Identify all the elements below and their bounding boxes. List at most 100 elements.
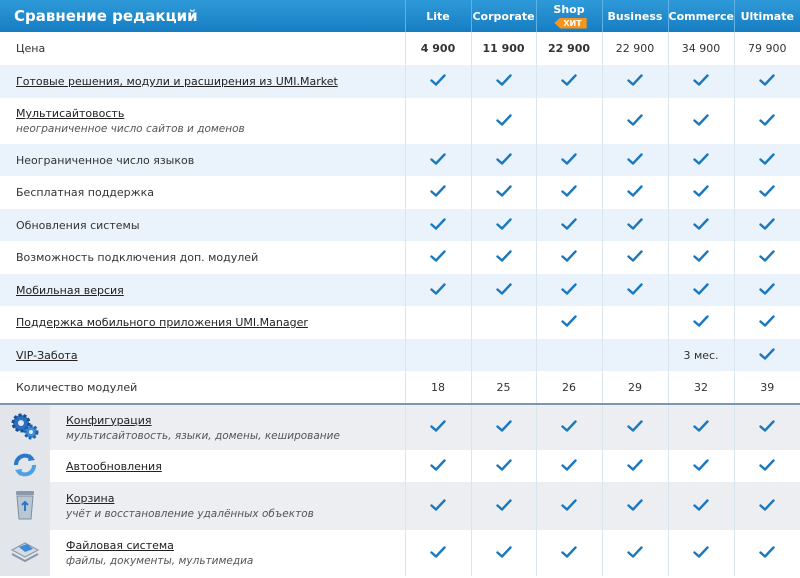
value-cell <box>535 339 603 371</box>
value-cell <box>733 65 800 98</box>
feature-label[interactable]: Поддержка мобильного приложения UMI.Mana… <box>16 316 308 329</box>
value-cell <box>601 65 669 98</box>
check-icon <box>759 74 775 86</box>
cell-text: 18 <box>431 380 446 394</box>
check-icon <box>430 217 446 230</box>
feature-row: Поддержка мобильного приложения UMI.Mana… <box>0 306 800 339</box>
value-cell <box>470 98 537 144</box>
value-cell <box>535 65 603 98</box>
check-icon <box>430 185 446 197</box>
module-label[interactable]: Файловая система <box>66 539 174 552</box>
check-icon <box>495 152 512 165</box>
value-cell <box>601 274 669 306</box>
check-icon <box>561 315 577 327</box>
feature-label: Возможность подключения доп. модулей <box>16 251 259 264</box>
check-icon <box>627 250 643 262</box>
check-icon <box>627 420 643 432</box>
value-cell <box>404 403 472 450</box>
value-cell <box>601 450 669 482</box>
feature-label[interactable]: Мультисайтовость <box>16 107 125 120</box>
check-icon <box>495 545 512 558</box>
value-cell <box>404 98 472 144</box>
check-icon <box>693 250 709 262</box>
value-cell <box>667 209 735 241</box>
cell-text: 34 900 <box>681 42 721 55</box>
check-icon <box>759 282 775 295</box>
check-icon <box>495 420 512 432</box>
value-cell <box>733 144 800 176</box>
feature-label-cell: VIP-Забота <box>0 339 406 371</box>
value-cell <box>535 241 603 274</box>
value-cell <box>601 176 669 209</box>
feature-label-cell: Мобильная версия <box>0 274 406 306</box>
module-label[interactable]: Конфигурация <box>66 413 152 427</box>
check-icon <box>430 74 446 86</box>
feature-label-cell: Мультисайтовость неограниченное число сай… <box>0 98 405 144</box>
check-icon <box>627 113 643 126</box>
column-name: Corporate <box>472 9 535 23</box>
feature-row: Возможность подключения доп. модулей <box>0 241 800 274</box>
value-cell <box>601 339 669 371</box>
module-icon <box>0 403 50 450</box>
feature-label: Бесплатная поддержка <box>16 186 154 199</box>
check-icon <box>430 152 446 165</box>
value-cell: 4 900 <box>404 32 472 65</box>
value-cell <box>733 209 800 241</box>
value-cell: 25 <box>470 371 537 404</box>
check-icon <box>495 458 512 471</box>
value-cell: 29 <box>601 371 669 404</box>
module-label-cell: Файловая система файлы, документы, мульти… <box>50 530 405 576</box>
value-cell <box>667 482 735 530</box>
module-note: мультисайтовость, языки, домены, кеширов… <box>66 429 340 442</box>
check-icon <box>693 420 709 432</box>
check-icon <box>561 282 577 295</box>
value-cell <box>733 450 800 482</box>
check-icon <box>561 458 577 471</box>
check-icon <box>759 498 775 511</box>
value-cell <box>535 274 603 306</box>
feature-label[interactable]: Готовые решения, модули и расширения из … <box>16 75 338 88</box>
cell-text: 32 <box>694 380 709 394</box>
feature-label-cell: Бесплатная поддержка <box>0 176 405 209</box>
value-cell <box>667 65 735 98</box>
table-body: Цена 4 900 11 900 22 900 22 900 34 900 79 900 Г… <box>0 32 800 576</box>
feature-label-cell: Количество модулей <box>0 371 405 404</box>
feature-label[interactable]: Мобильная версия <box>16 283 124 297</box>
value-cell: 39 <box>733 371 800 404</box>
check-icon <box>759 185 775 197</box>
cell-text: 26 <box>562 380 577 394</box>
module-label[interactable]: Автообновления <box>66 459 162 473</box>
check-icon <box>430 250 446 262</box>
check-icon <box>561 545 577 558</box>
check-icon <box>495 185 512 197</box>
feature-label[interactable]: VIP-Забота <box>16 348 78 362</box>
value-cell <box>404 274 472 306</box>
cell-text: 11 900 <box>482 42 525 55</box>
column-name: Commerce <box>668 9 734 23</box>
module-label[interactable]: Корзина <box>66 492 115 505</box>
check-icon <box>495 217 512 230</box>
feature-label-cell: Неограниченное число языков <box>0 144 406 176</box>
value-cell: 22 900 <box>601 32 669 65</box>
feature-label-cell: Готовые решения, модули и расширения из … <box>0 65 406 98</box>
module-label-cell: Конфигурация мультисайтовость, языки, дом… <box>50 403 406 450</box>
value-cell <box>601 98 669 144</box>
value-cell: 3 мес. <box>667 339 735 371</box>
check-icon <box>759 347 775 360</box>
value-cell <box>470 403 537 450</box>
check-icon <box>430 458 446 471</box>
column-header: Corporate <box>470 0 537 32</box>
value-cell <box>535 403 603 450</box>
cell-text: 79 900 <box>748 42 787 55</box>
header-row: Сравнение редакций Lite Corporate ShopХИТ Bu… <box>0 0 800 32</box>
value-cell: 79 900 <box>733 32 800 65</box>
feature-row: Количество модулей 18 25 26 29 32 39 <box>0 371 800 404</box>
check-icon <box>693 152 709 165</box>
value-cell: 11 900 <box>470 32 537 65</box>
value-cell <box>535 530 603 576</box>
check-icon <box>693 74 709 86</box>
feature-label: Количество модулей <box>16 380 138 394</box>
check-icon <box>693 315 709 327</box>
module-label-cell: Автообновления <box>50 450 405 482</box>
column-name: Business <box>607 9 663 23</box>
